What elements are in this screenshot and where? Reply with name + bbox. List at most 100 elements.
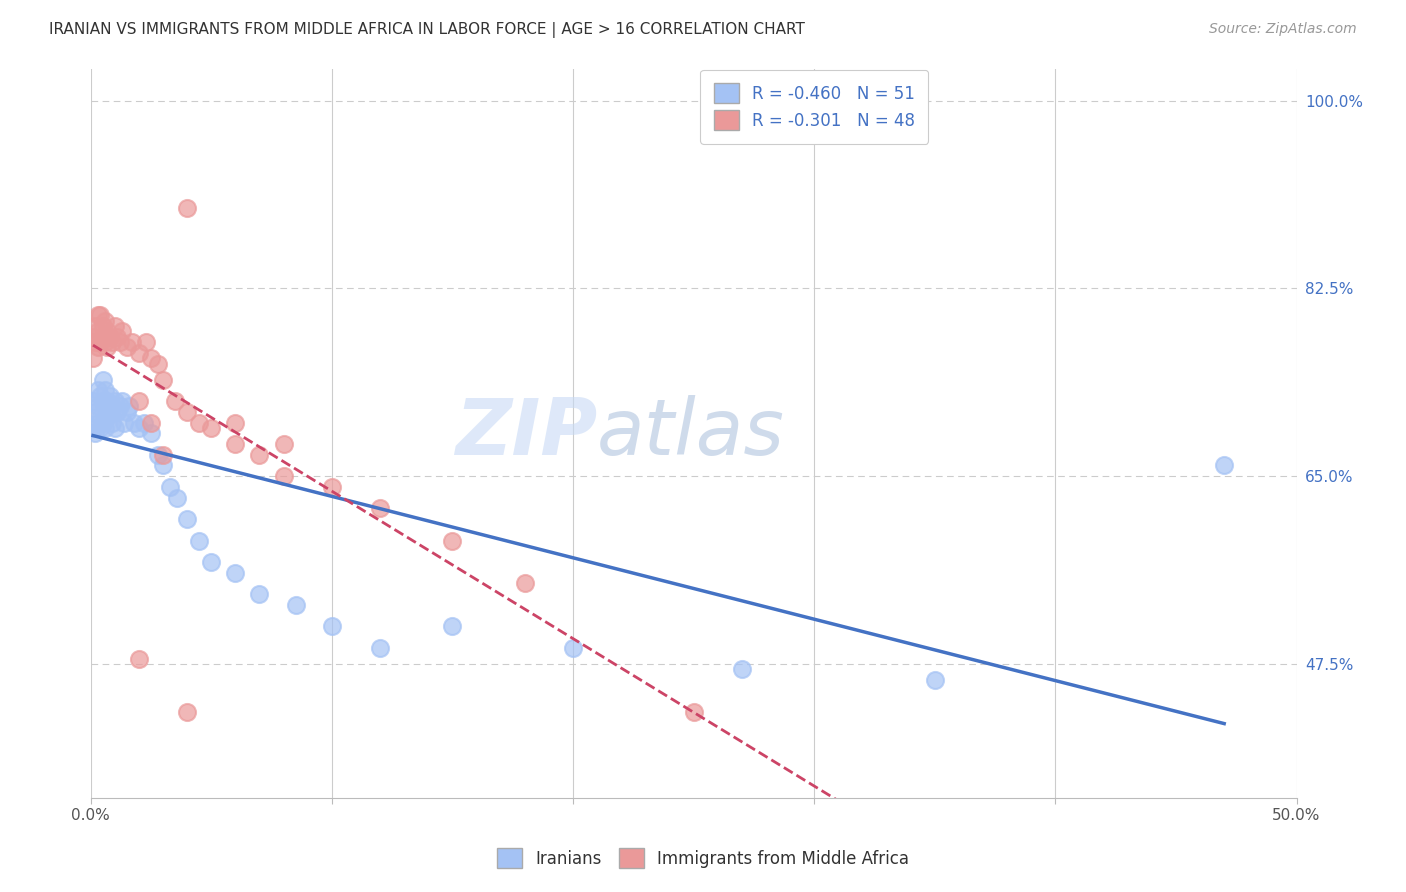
Point [111,324,134,338]
Point [84,405,107,419]
Text: atlas: atlas [598,395,785,471]
Point [112,416,135,430]
Point [89,389,111,403]
Point [224,566,246,580]
Point [200,555,222,569]
Point [111,394,134,409]
Point [321,619,343,633]
Point [94,400,117,414]
Point [368,501,391,516]
Point [441,533,464,548]
Point [152,373,174,387]
Point [91,394,114,409]
Point [122,416,145,430]
Point [87,416,110,430]
Point [101,416,124,430]
Point [121,335,143,350]
Point [94,421,117,435]
Point [128,346,150,360]
Point [441,619,464,633]
Point [135,335,157,350]
Point [321,480,343,494]
Point [104,394,127,409]
Point [89,308,111,322]
Text: Source: ZipAtlas.com: Source: ZipAtlas.com [1209,22,1357,37]
Point [273,469,295,483]
Point [249,587,271,601]
Point [115,341,138,355]
Point [98,389,121,403]
Text: ZIP: ZIP [456,395,598,471]
Point [91,416,114,430]
Point [98,330,121,344]
Point [188,416,211,430]
Point [87,400,110,414]
Point [731,662,754,676]
Point [104,318,127,333]
Point [96,394,118,409]
Point [84,318,107,333]
Point [118,400,141,414]
Point [89,335,111,350]
Point [146,357,169,371]
Point [1213,458,1236,473]
Point [87,324,110,338]
Text: IRANIAN VS IMMIGRANTS FROM MIDDLE AFRICA IN LABOR FORCE | AGE > 16 CORRELATION C: IRANIAN VS IMMIGRANTS FROM MIDDLE AFRICA… [49,22,806,38]
Point [96,410,118,425]
Point [176,512,198,526]
Point [128,421,150,435]
Point [89,421,111,435]
Point [152,458,174,473]
Point [139,426,162,441]
Point [249,448,271,462]
Point [176,705,198,719]
Point [101,400,124,414]
Point [87,384,110,398]
Point [139,351,162,366]
Point [87,341,110,355]
Point [87,308,110,322]
Point [513,576,536,591]
Point [82,394,104,409]
Point [273,437,295,451]
Point [284,598,307,612]
Point [139,416,162,430]
Point [159,480,181,494]
Point [104,421,127,435]
Point [105,405,128,419]
Point [924,673,946,687]
Point [224,416,246,430]
Point [108,335,131,350]
Point [84,426,107,441]
Point [94,335,117,350]
Point [163,394,186,409]
Point [176,201,198,215]
Point [91,373,114,387]
Point [128,394,150,409]
Point [108,400,131,414]
Point [94,313,117,327]
Point [91,318,114,333]
Point [200,421,222,435]
Point [146,448,169,462]
Point [682,705,704,719]
Point [94,384,117,398]
Point [176,405,198,419]
Point [368,640,391,655]
Point [115,405,138,419]
Point [82,421,104,435]
Point [89,410,111,425]
Point [224,437,246,451]
Point [166,491,188,505]
Point [132,416,155,430]
Point [562,640,585,655]
Legend: R = -0.460   N = 51, R = -0.301   N = 48: R = -0.460 N = 51, R = -0.301 N = 48 [700,70,928,144]
Point [91,330,114,344]
Point [82,330,104,344]
Legend: Iranians, Immigrants from Middle Africa: Iranians, Immigrants from Middle Africa [489,839,917,877]
Point [152,448,174,462]
Point [82,351,104,366]
Point [96,341,118,355]
Point [98,405,121,419]
Point [101,335,124,350]
